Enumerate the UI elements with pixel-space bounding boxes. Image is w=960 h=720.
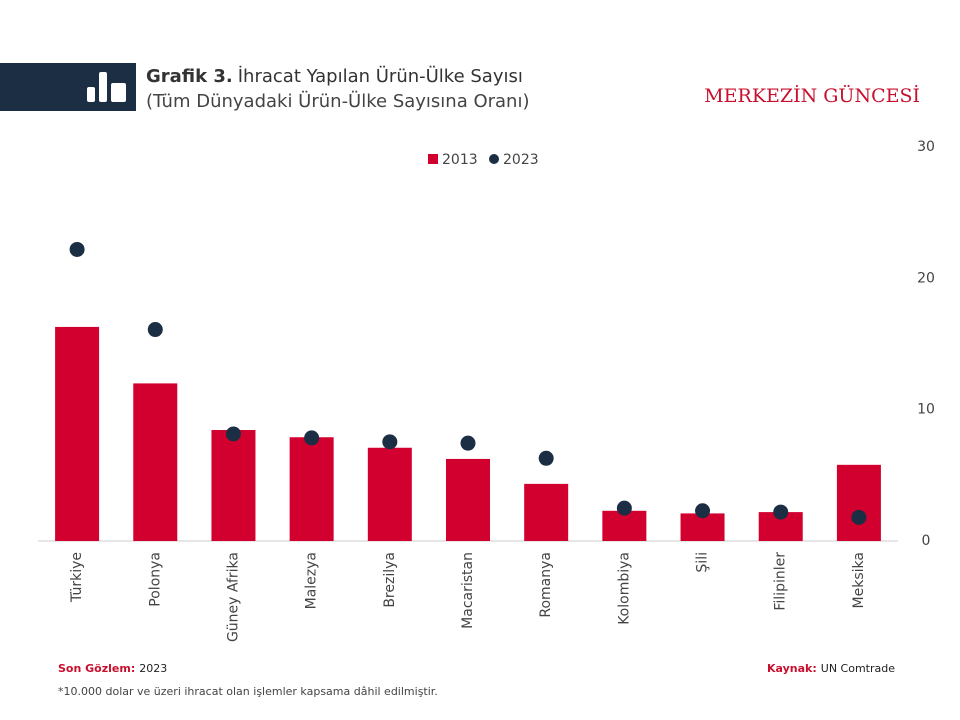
legend-label: 2023 — [503, 152, 539, 168]
dot — [773, 504, 789, 520]
dot — [69, 241, 85, 257]
x-tick-label: Meksika — [851, 552, 867, 608]
bar — [367, 447, 412, 541]
legend-swatch — [428, 154, 438, 164]
x-tick-label: Türkiye — [69, 552, 85, 603]
bar — [289, 437, 334, 541]
y-tick-label: 10 — [917, 402, 935, 418]
dot — [225, 426, 241, 442]
dot — [538, 450, 554, 466]
dot — [616, 500, 632, 516]
x-tick-label: Kolombiya — [616, 552, 632, 625]
title: Grafik 3. İhracat Yapılan Ürün-Ülke Sayıs… — [146, 65, 523, 87]
y-tick-label: 30 — [917, 139, 935, 155]
title-label: Grafik 3. — [146, 66, 233, 87]
y-tick-label: 20 — [917, 270, 935, 286]
source-value: UN Comtrade — [821, 662, 895, 675]
brand: MERKEZİN GÜNCESİ — [704, 84, 920, 107]
obs-label: Son Gözlem: — [58, 662, 135, 675]
bar — [55, 326, 100, 541]
footer-source: Kaynak: UN Comtrade — [767, 662, 895, 675]
bar — [836, 464, 881, 541]
dot — [851, 509, 867, 525]
logo-icon — [87, 72, 126, 102]
dot — [695, 503, 711, 519]
title-text: İhracat Yapılan Ürün-Ülke Sayısı — [238, 65, 523, 87]
x-tick-label: Malezya — [304, 552, 320, 609]
legend-swatch — [489, 154, 499, 164]
dot — [460, 435, 476, 451]
x-tick-label: Macaristan — [460, 552, 476, 629]
obs-value: 2023 — [139, 662, 167, 675]
x-tick-label: Filipinler — [773, 552, 789, 611]
bar — [133, 383, 178, 541]
dot — [147, 322, 163, 338]
footer-obs: Son Gözlem: 2023 — [58, 662, 167, 675]
dot — [382, 434, 398, 450]
bar — [524, 483, 569, 541]
bar — [211, 430, 256, 541]
footnote: *10.000 dolar ve üzeri ihracat olan işle… — [58, 685, 438, 698]
x-tick-label: Güney Afrika — [225, 552, 241, 642]
source-label: Kaynak: — [767, 662, 817, 675]
bar — [446, 458, 490, 541]
x-tick-label: Brezilya — [382, 552, 398, 608]
subtitle: (Tüm Dünyadaki Ürün-Ülke Sayısına Oranı) — [146, 90, 530, 112]
dot — [304, 430, 320, 446]
legend-label: 2013 — [442, 152, 478, 168]
bar — [602, 510, 647, 541]
x-tick-label: Polonya — [147, 552, 163, 607]
x-tick-label: Romanya — [538, 552, 554, 618]
y-tick-label: 0 — [922, 533, 931, 549]
x-tick-label: Şili — [695, 552, 711, 573]
